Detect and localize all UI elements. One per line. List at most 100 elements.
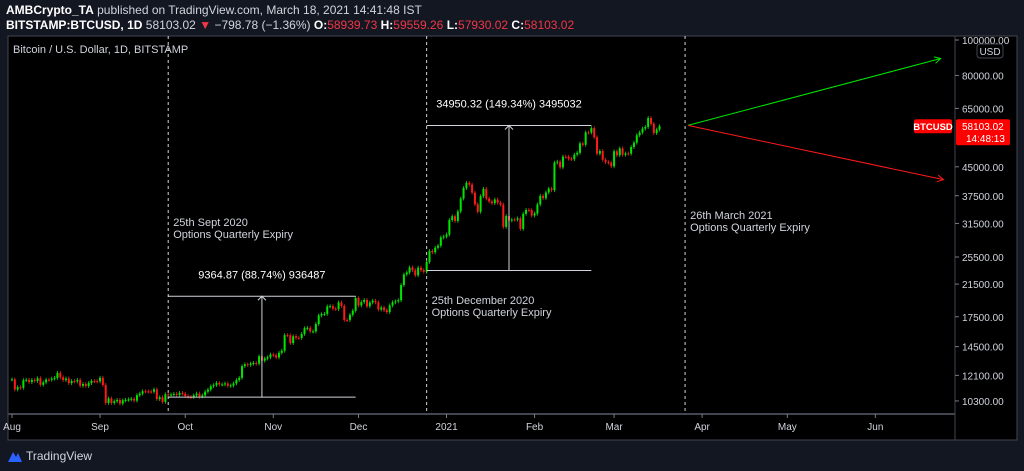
candle-body — [312, 331, 315, 333]
y-tick-label: 80000.00 — [962, 71, 1004, 82]
candle-body — [604, 159, 607, 163]
candle-body — [419, 267, 422, 271]
candle-body — [402, 274, 405, 286]
candle-body — [201, 395, 204, 397]
tradingview-logo[interactable]: TradingView — [8, 449, 92, 463]
candle-body — [473, 192, 476, 205]
publisher[interactable]: AMBCrypto_TA — [6, 3, 94, 17]
candle-body — [408, 267, 411, 273]
candle-body — [655, 129, 658, 134]
candle-body — [346, 319, 349, 321]
candle-body — [30, 379, 33, 383]
candle-body — [150, 391, 153, 393]
candle-body — [394, 301, 397, 303]
candle-body — [573, 154, 576, 160]
candle-body — [516, 218, 519, 220]
currency-label: USD — [979, 47, 1000, 58]
y-tick-label: 17500.00 — [962, 313, 1004, 324]
last-price-tag — [956, 119, 1010, 146]
candle-body — [476, 204, 479, 212]
brand-name: TradingView — [26, 449, 93, 463]
candle-body — [550, 188, 553, 191]
currency-badge[interactable] — [976, 43, 1004, 59]
candle-body — [277, 352, 280, 358]
candle-body — [323, 313, 326, 315]
candle-body — [439, 237, 442, 246]
candle-body — [286, 335, 289, 337]
candle-body — [326, 306, 329, 314]
symbol-price-tag — [914, 119, 952, 134]
expiry-annotation: 25th Sept 2020 — [173, 217, 248, 229]
candle-body — [212, 385, 215, 387]
candle-body — [309, 327, 312, 332]
x-tick-label: May — [778, 422, 797, 433]
symbol-tag-label: BTCUSD — [913, 122, 953, 133]
candle-body — [292, 336, 295, 344]
y-tick-label: 21500.00 — [962, 280, 1004, 291]
expiry-annotation: Options Quarterly Expiry — [690, 222, 810, 234]
y-tick-label: 100000.00 — [962, 36, 1010, 47]
candle-body — [209, 386, 212, 390]
candle-body — [431, 250, 434, 253]
candle-body — [93, 380, 96, 382]
ohlc-bar: BITSTAMP:BTCUSD, 1D 58103.02 ▼ −798.78 (… — [6, 18, 574, 32]
expiry-annotation: 26th March 2021 — [690, 210, 773, 222]
candle-body — [153, 389, 155, 392]
candle-body — [155, 389, 158, 400]
candle-body — [147, 391, 150, 393]
high-value: 59559.26 — [393, 18, 444, 32]
candle-body — [360, 302, 363, 306]
candle-body — [644, 126, 647, 129]
candle-body — [525, 209, 528, 214]
red-projection-line — [687, 124, 944, 181]
candle-body — [53, 377, 56, 379]
candle-body — [593, 128, 596, 138]
candle-body — [101, 377, 104, 385]
candle-body — [627, 153, 630, 155]
candle-body — [306, 327, 309, 329]
candle-body — [192, 395, 195, 398]
candle-body — [559, 161, 562, 168]
candle-body — [502, 204, 505, 227]
candle-body — [499, 202, 502, 205]
candle-body — [411, 267, 414, 271]
candle-body — [124, 399, 127, 401]
close-value: 58103.02 — [524, 18, 575, 32]
candle-body — [405, 272, 408, 275]
candle-body — [226, 383, 229, 386]
candle-body — [107, 398, 110, 403]
candle-body — [67, 378, 70, 384]
x-tick-label: Apr — [694, 422, 710, 433]
candle-body — [351, 310, 354, 315]
candle-body — [564, 156, 567, 158]
candle-body — [110, 398, 113, 403]
candle-body — [275, 355, 278, 358]
candle-body — [590, 128, 593, 133]
candle-body — [462, 188, 465, 199]
candle-body — [36, 378, 39, 381]
candle-body — [269, 354, 272, 358]
candle-body — [297, 337, 300, 339]
candle-body — [632, 142, 635, 148]
candle-body — [87, 383, 90, 386]
arrow-head-icon — [504, 124, 514, 130]
down-triangle-icon: ▼ — [199, 18, 212, 32]
candle-body — [215, 382, 218, 386]
candle-body — [638, 132, 641, 136]
bar-countdown: 14:48:13 — [966, 134, 1005, 145]
candle-body — [181, 392, 184, 394]
candle-body — [184, 393, 187, 397]
candle-body — [434, 247, 437, 253]
candle-body — [544, 192, 547, 199]
candle-body — [533, 213, 536, 216]
candle-body — [235, 380, 238, 384]
candle-body — [90, 380, 93, 384]
candle-body — [104, 384, 107, 403]
candle-body — [371, 300, 374, 303]
published-text: published on TradingView.com, March 18, … — [97, 3, 422, 17]
candle-body — [172, 393, 175, 395]
last-price-value: 58103.02 — [962, 122, 1004, 133]
candle-body — [329, 306, 332, 308]
candle-body — [451, 216, 454, 221]
